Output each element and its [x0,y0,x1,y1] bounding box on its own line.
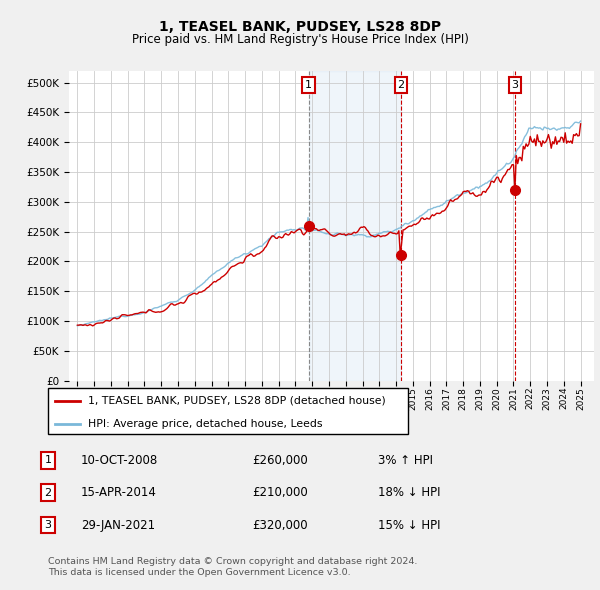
Text: This data is licensed under the Open Government Licence v3.0.: This data is licensed under the Open Gov… [48,568,350,577]
Text: £320,000: £320,000 [252,519,308,532]
Text: Price paid vs. HM Land Registry's House Price Index (HPI): Price paid vs. HM Land Registry's House … [131,33,469,46]
Text: £210,000: £210,000 [252,486,308,499]
Text: Contains HM Land Registry data © Crown copyright and database right 2024.: Contains HM Land Registry data © Crown c… [48,557,418,566]
Text: 3% ↑ HPI: 3% ↑ HPI [378,454,433,467]
Text: 3: 3 [511,80,518,90]
Text: 1, TEASEL BANK, PUDSEY, LS28 8DP (detached house): 1, TEASEL BANK, PUDSEY, LS28 8DP (detach… [88,395,385,405]
Text: 1: 1 [305,80,312,90]
Text: HPI: Average price, detached house, Leeds: HPI: Average price, detached house, Leed… [88,418,322,428]
Text: £260,000: £260,000 [252,454,308,467]
Text: 18% ↓ HPI: 18% ↓ HPI [378,486,440,499]
Text: 1, TEASEL BANK, PUDSEY, LS28 8DP: 1, TEASEL BANK, PUDSEY, LS28 8DP [159,19,441,34]
Text: 15-APR-2014: 15-APR-2014 [81,486,157,499]
Text: 2: 2 [397,80,404,90]
Text: 10-OCT-2008: 10-OCT-2008 [81,454,158,467]
Text: 1: 1 [44,455,52,465]
Bar [308,71,401,381]
Text: 29-JAN-2021: 29-JAN-2021 [81,519,155,532]
Text: 3: 3 [44,520,52,530]
Text: 15% ↓ HPI: 15% ↓ HPI [378,519,440,532]
Text: 2: 2 [44,488,52,497]
